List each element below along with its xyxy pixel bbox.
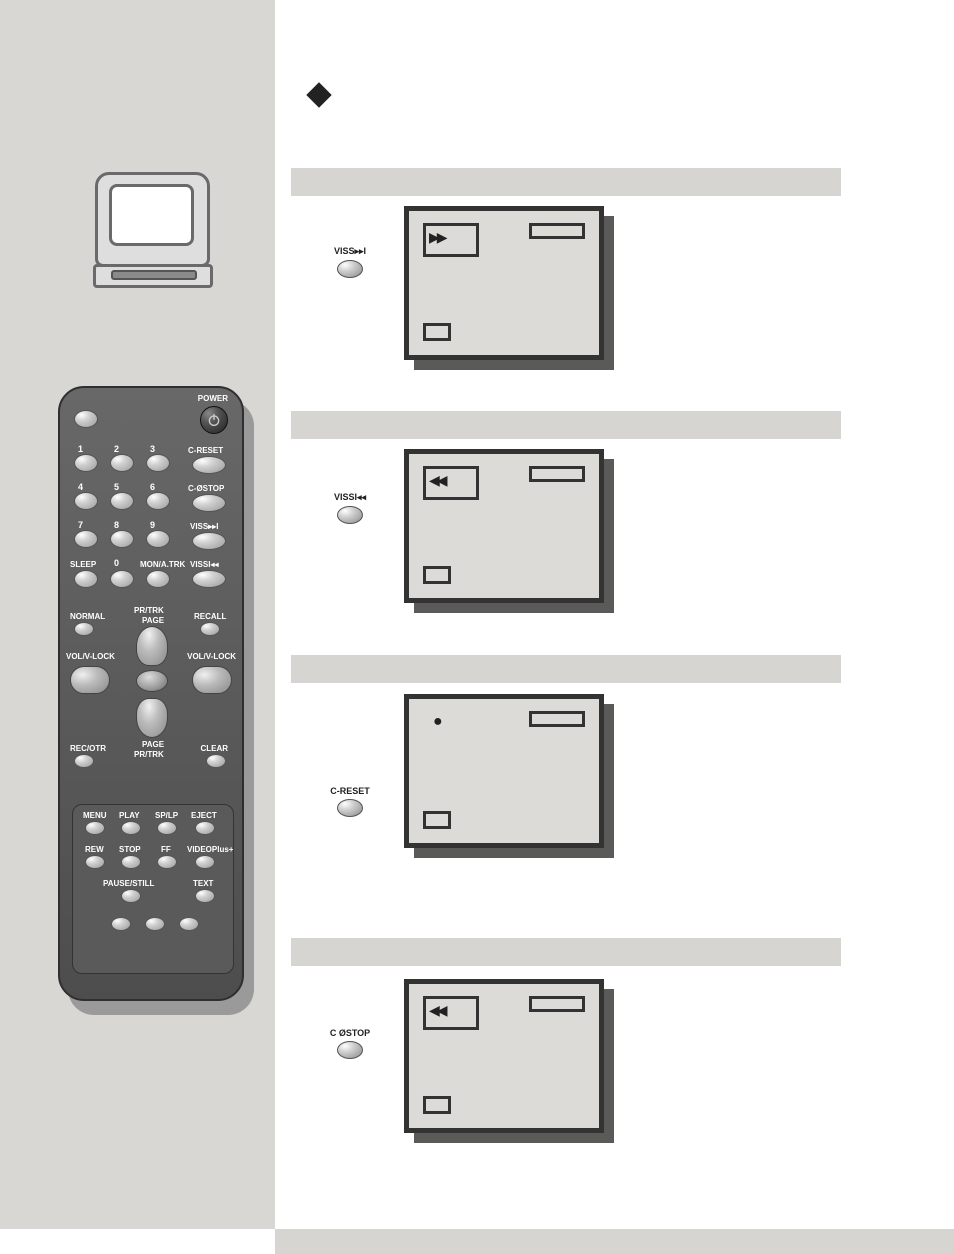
section-bar-4 [291, 938, 841, 966]
power-label: POWER [198, 394, 228, 403]
screen-1: ▶▶ [404, 206, 604, 360]
num-5-button [110, 492, 134, 510]
section-bar-1 [291, 168, 841, 196]
splp-button [157, 821, 177, 835]
recall-button [200, 622, 220, 636]
viss-fwd-button [192, 532, 226, 550]
teletext-1-button [111, 917, 131, 931]
step-1-button-col: VISS▸▸I [320, 246, 380, 278]
num-8-button [110, 530, 134, 548]
vol-up-button [192, 666, 232, 694]
section-bar-3 [291, 655, 841, 683]
c-ostop-label: C ØSTOP [320, 1028, 380, 1038]
step-4-button-col: C ØSTOP [320, 1028, 380, 1059]
main-content: VISS▸▸I ▶▶ VISSI◂◂ ◀◀ C-RESET ● C ØSTOP [275, 0, 954, 1254]
tv-vcr-button [74, 410, 98, 428]
teletext-2-button [145, 917, 165, 931]
num-3-button [146, 454, 170, 472]
pr-down-button [136, 698, 168, 738]
teletext-3-button [179, 917, 199, 931]
c-reset-label: C-RESET [320, 786, 380, 796]
num-7-button [74, 530, 98, 548]
footer-bar [275, 1229, 954, 1254]
screen-4: ◀◀ [404, 979, 604, 1133]
rec-otr-button [74, 754, 94, 768]
mute-button [136, 670, 168, 692]
step-3-button-col: C-RESET [320, 786, 380, 817]
num-6-button [146, 492, 170, 510]
power-button [200, 406, 228, 434]
ff-icon: ▶▶ [429, 229, 445, 246]
remote-control: POWER 1 2 3 C-RESET 4 5 6 C-ØSTOP 7 8 [58, 386, 244, 1001]
stop-button [121, 855, 141, 869]
rew-icon: ◀◀ [429, 472, 445, 489]
num-1-button [74, 454, 98, 472]
step-2-button-col: VISSI◂◂ [320, 492, 380, 524]
menu-button [85, 821, 105, 835]
pause-button [121, 889, 141, 903]
viss-rew-button [192, 570, 226, 588]
viss-fwd-icon [337, 260, 363, 278]
videoplus-button [195, 855, 215, 869]
rec-dot-icon: ● [433, 713, 440, 731]
tv-icon [95, 172, 210, 292]
mon-atrk-button [146, 570, 170, 588]
eject-button [195, 821, 215, 835]
section-bar-2 [291, 411, 841, 439]
viss-fwd-label: VISS▸▸I [320, 246, 380, 257]
num-9-button [146, 530, 170, 548]
text-button [195, 889, 215, 903]
viss-rew-icon [337, 506, 363, 524]
rew-icon-2: ◀◀ [429, 1002, 445, 1019]
normal-button [74, 622, 94, 636]
screen-3: ● [404, 694, 604, 848]
screen-2: ◀◀ [404, 449, 604, 603]
c-reset-button [192, 456, 226, 474]
vol-down-button [70, 666, 110, 694]
lower-panel: MENU PLAY SP/LP EJECT REW STOP FF VIDEOP… [72, 804, 234, 974]
sidebar: POWER 1 2 3 C-RESET 4 5 6 C-ØSTOP 7 8 [0, 0, 275, 1229]
c-reset-icon [337, 799, 363, 817]
heading-diamond-icon [306, 82, 331, 107]
num-2-button [110, 454, 134, 472]
c-ostop-icon [337, 1041, 363, 1059]
ff-button [157, 855, 177, 869]
sleep-button [74, 570, 98, 588]
rew-button [85, 855, 105, 869]
num-0-button [110, 570, 134, 588]
num-4-button [74, 492, 98, 510]
viss-rew-label: VISSI◂◂ [320, 492, 380, 503]
play-button [121, 821, 141, 835]
clear-button [206, 754, 226, 768]
pr-up-button [136, 626, 168, 666]
c-ostop-button [192, 494, 226, 512]
